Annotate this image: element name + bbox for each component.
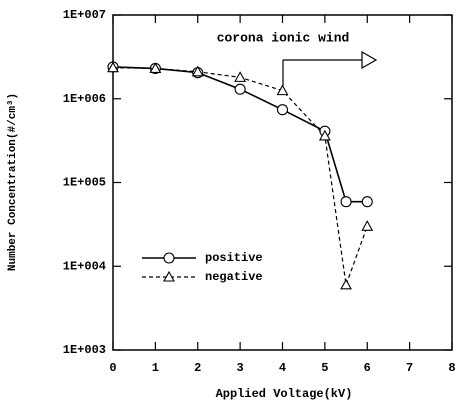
data-point xyxy=(318,129,331,141)
legend-marker xyxy=(163,252,175,264)
legend-label: negative xyxy=(205,270,263,284)
y-tick-label: 1E+006 xyxy=(63,92,106,106)
data-point xyxy=(361,196,373,208)
y-tick-label: 1E+005 xyxy=(63,176,106,190)
data-point xyxy=(191,65,204,77)
data-point xyxy=(149,62,162,74)
x-tick-label: 2 xyxy=(194,361,201,375)
x-tick-label: 6 xyxy=(364,361,371,375)
x-tick-label: 5 xyxy=(321,361,328,375)
x-tick-label: 8 xyxy=(448,361,455,375)
x-tick-label: 0 xyxy=(109,361,116,375)
y-tick-label: 1E+003 xyxy=(63,343,106,357)
y-tick-label: 1E+007 xyxy=(63,8,106,22)
series-line xyxy=(112,67,368,286)
data-point xyxy=(361,220,374,231)
x-tick-label: 1 xyxy=(152,361,159,375)
legend-label: positive xyxy=(205,251,263,265)
annotation: corona ionic wind xyxy=(217,30,350,45)
x-tick-label: 3 xyxy=(237,361,244,375)
x-axis-label: Applied Voltage(kV) xyxy=(216,387,353,401)
y-axis-label: Number Concentration(#/cm³) xyxy=(7,93,19,271)
x-tick-label: 4 xyxy=(279,361,286,375)
legend-marker xyxy=(163,270,175,282)
data-point xyxy=(276,84,289,96)
data-point xyxy=(340,278,352,290)
data-point xyxy=(234,71,247,82)
data-point xyxy=(107,61,119,73)
data-point xyxy=(234,83,246,95)
data-point xyxy=(340,196,352,208)
y-tick-label: 1E+004 xyxy=(63,259,106,273)
data-point xyxy=(276,104,289,116)
annotation-arrow xyxy=(282,50,378,90)
x-tick-label: 7 xyxy=(406,361,413,375)
